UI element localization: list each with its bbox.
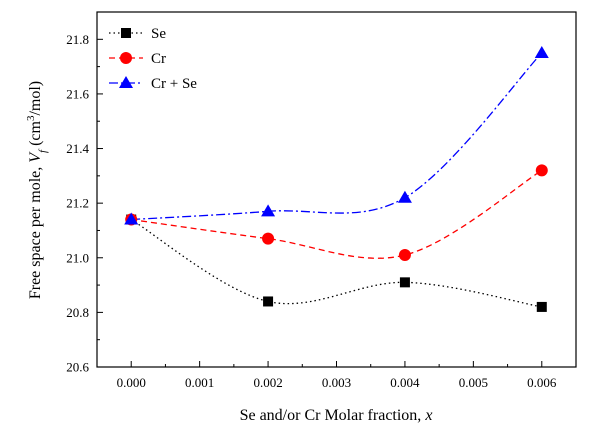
y-axis-label-var: V — [27, 151, 44, 163]
legend-marker — [120, 52, 132, 64]
series-group — [124, 45, 549, 312]
data-point — [398, 249, 411, 262]
plot-frame — [96, 11, 577, 368]
x-axis-label-var: x — [424, 407, 432, 424]
x-axis-label: Se and/or Cr Molar fraction, x — [240, 407, 433, 424]
data-point — [262, 232, 275, 245]
series-line — [130, 218, 542, 308]
axis-ticks: 0.000 0.001 0.002 0.003 0.004 0.005 0.006 20.6 2… — [66, 32, 557, 390]
x-tick-label: 0.002 — [253, 375, 282, 390]
x-tick-label: 0.005 — [459, 375, 488, 390]
y-tick-label: 21.4 — [66, 141, 89, 156]
series-line — [131, 169, 543, 259]
legend-label: Cr + Se — [151, 76, 197, 92]
series-line — [131, 52, 543, 221]
data-point — [263, 296, 274, 307]
y-tick-label: 20.8 — [66, 305, 89, 320]
x-tick-label: 0.006 — [527, 375, 557, 390]
y-tick-label: 21.0 — [66, 250, 89, 265]
y-axis-label: Free space per mole, Vf (cm3/mol) — [25, 81, 49, 299]
y-tick-label: 21.2 — [66, 196, 89, 211]
x-tick-label: 0.000 — [117, 375, 146, 390]
y-axis-label-sup: 3 — [25, 115, 37, 121]
legend-label: Se — [151, 26, 166, 42]
legend-marker — [121, 28, 131, 38]
data-point — [261, 204, 276, 217]
y-axis-label-sub: f — [37, 148, 49, 153]
y-axis-label-text: Free space per mole, — [27, 167, 44, 299]
data-point — [124, 212, 139, 225]
x-axis-label-text: Se and/or Cr Molar fraction, — [240, 407, 422, 424]
x-tick-label: 0.003 — [322, 375, 351, 390]
y-axis-label-unit-end: /mol) — [27, 81, 44, 116]
legend: Se Cr Cr + Se — [109, 26, 197, 92]
x-tick-label: 0.004 — [390, 375, 420, 390]
data-point — [397, 190, 412, 203]
legend-label: Cr — [151, 51, 166, 67]
y-axis-label-unit: (cm — [27, 120, 44, 149]
y-tick-label: 20.6 — [66, 360, 89, 375]
data-point — [399, 277, 410, 288]
data-point — [536, 301, 547, 312]
y-tick-label: 21.8 — [66, 32, 89, 47]
x-tick-label: 0.001 — [185, 375, 214, 390]
legend-marker — [119, 76, 133, 88]
data-point — [534, 45, 549, 58]
y-tick-label: 21.6 — [66, 86, 89, 101]
data-point — [535, 164, 548, 177]
